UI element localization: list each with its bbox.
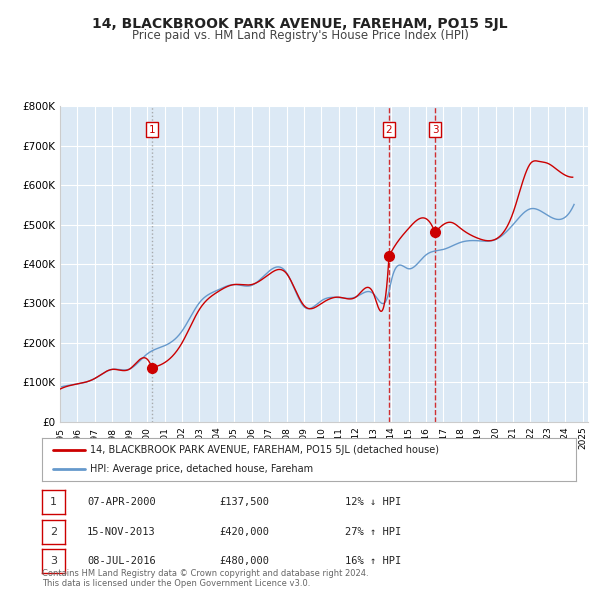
Text: £137,500: £137,500 <box>219 497 269 507</box>
Text: 15-NOV-2013: 15-NOV-2013 <box>87 527 156 537</box>
Text: 27% ↑ HPI: 27% ↑ HPI <box>345 527 401 537</box>
Text: £420,000: £420,000 <box>219 527 269 537</box>
Text: 3: 3 <box>431 125 439 135</box>
Text: 14, BLACKBROOK PARK AVENUE, FAREHAM, PO15 5JL: 14, BLACKBROOK PARK AVENUE, FAREHAM, PO1… <box>92 17 508 31</box>
Text: 2: 2 <box>386 125 392 135</box>
Text: Price paid vs. HM Land Registry's House Price Index (HPI): Price paid vs. HM Land Registry's House … <box>131 30 469 42</box>
Text: 2: 2 <box>50 527 57 537</box>
Text: 08-JUL-2016: 08-JUL-2016 <box>87 556 156 566</box>
Text: Contains HM Land Registry data © Crown copyright and database right 2024.
This d: Contains HM Land Registry data © Crown c… <box>42 569 368 588</box>
Text: 3: 3 <box>50 556 57 566</box>
Text: 16% ↑ HPI: 16% ↑ HPI <box>345 556 401 566</box>
Text: HPI: Average price, detached house, Fareham: HPI: Average price, detached house, Fare… <box>90 464 313 474</box>
Text: 14, BLACKBROOK PARK AVENUE, FAREHAM, PO15 5JL (detached house): 14, BLACKBROOK PARK AVENUE, FAREHAM, PO1… <box>90 445 439 455</box>
Text: 12% ↓ HPI: 12% ↓ HPI <box>345 497 401 507</box>
Text: £480,000: £480,000 <box>219 556 269 566</box>
Text: 07-APR-2000: 07-APR-2000 <box>87 497 156 507</box>
Text: 1: 1 <box>50 497 57 507</box>
Text: 1: 1 <box>149 125 155 135</box>
